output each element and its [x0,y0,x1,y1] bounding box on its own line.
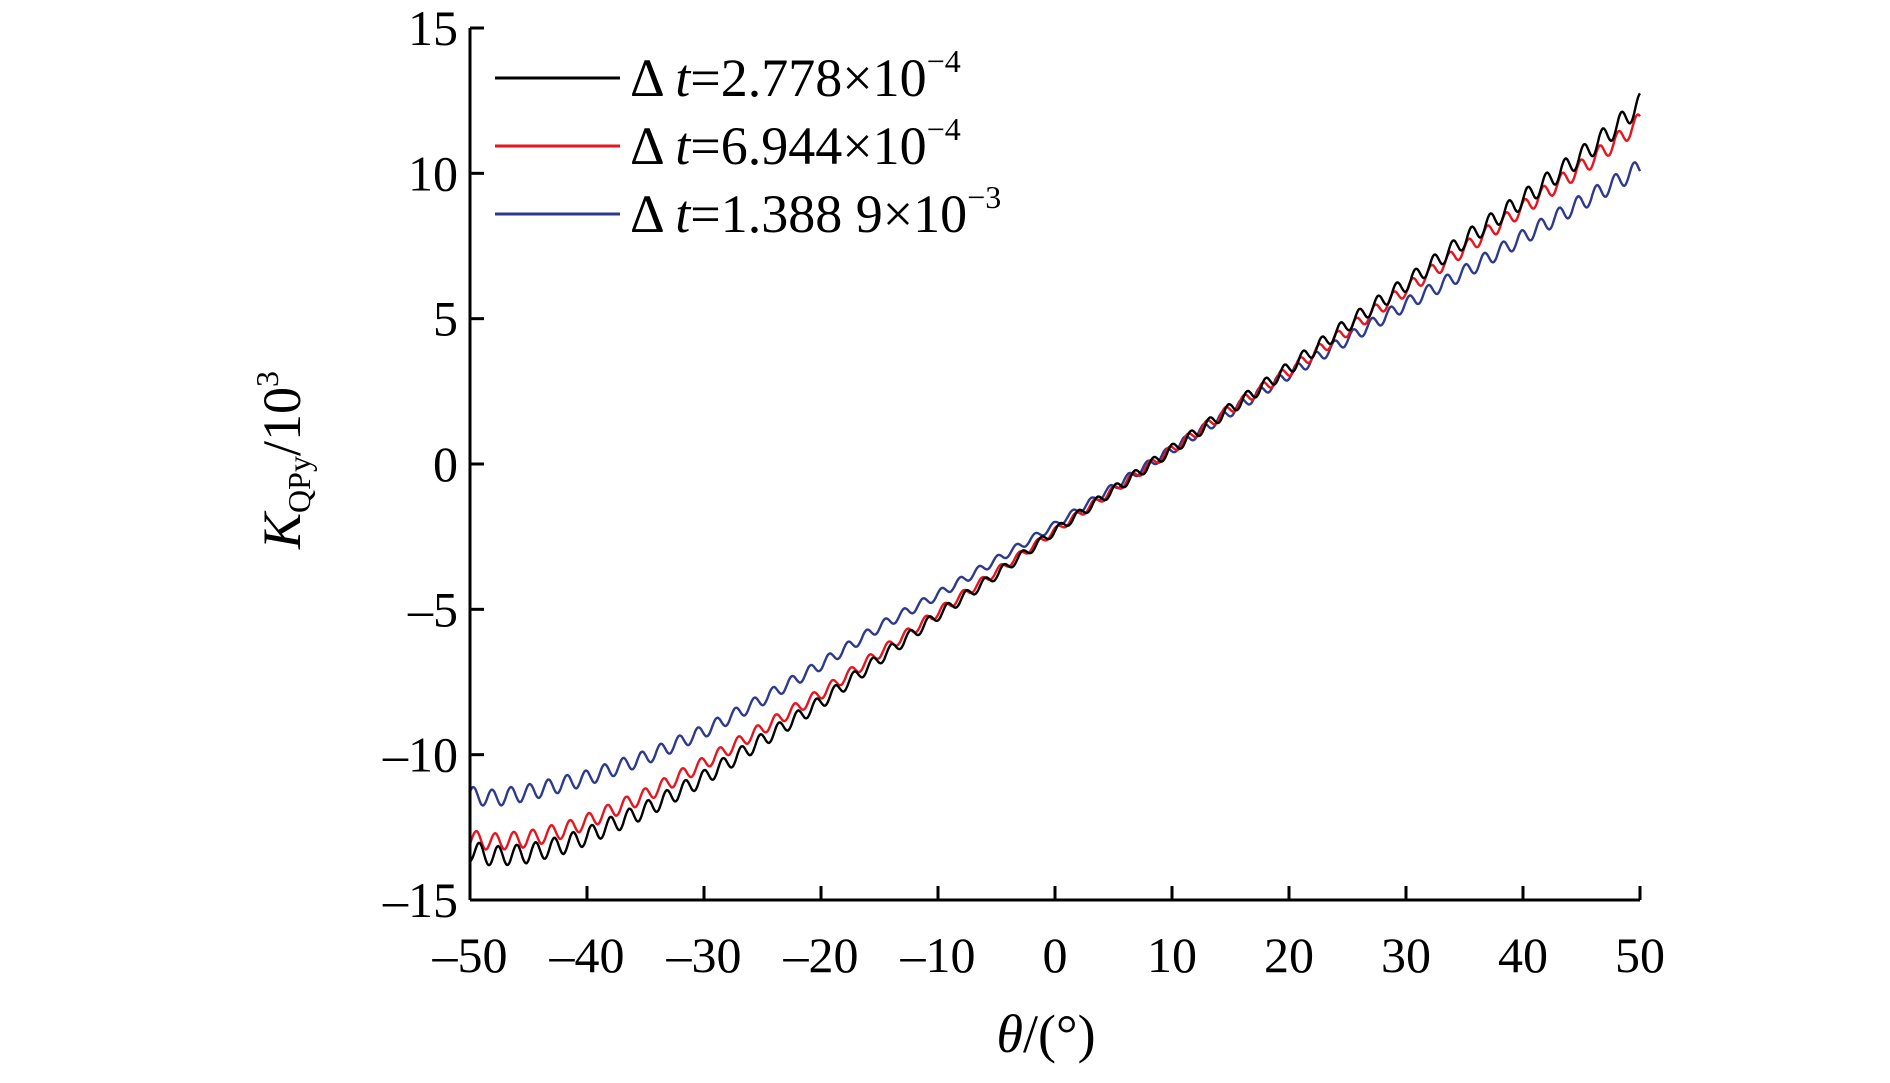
y-tick-label: –5 [407,581,458,637]
axes: –50 –40 –30 –20 –10 0 10 20 30 40 50 –15–10–505101… [382,0,1665,983]
legend-label: Δ t=1.388 9×10−3 [630,179,1001,244]
y-tick-label: 10 [408,145,458,201]
series-line [469,92,1641,867]
series-line [468,161,1642,807]
y-axis-title: KQPy/103 [249,371,317,550]
x-tick-label: –20 [783,927,859,983]
x-tick-label: –30 [666,927,742,983]
x-tick-label: 30 [1381,927,1431,983]
y-ticks: –15 –10 –5 0 5 10 15 [382,0,484,928]
y-tick-label: –10 [382,727,458,783]
x-tick-label: –40 [549,927,625,983]
x-tick-label: 20 [1264,927,1314,983]
y-tick-label: 5 [433,291,458,347]
legend: Δ t=2.778×10−4Δ t=6.944×10−4Δ t=1.388 9×… [495,43,1001,244]
plot-lines [468,92,1642,867]
x-axis-title: θ/(°) [996,1004,1095,1064]
x-tick-label: –50 [432,927,508,983]
x-tick-label: 0 [1043,927,1068,983]
x-ticks: –50 –40 –30 –20 –10 0 10 20 30 40 50 [432,886,1665,983]
x-tick-label: 10 [1147,927,1197,983]
legend-label: Δ t=6.944×10−4 [630,111,961,176]
y-tick-label: 15 [408,0,458,56]
x-tick-label: –10 [900,927,976,983]
y-tick-label: –15 [382,872,458,928]
y-tick-label: 0 [433,436,458,492]
legend-label: Δ t=2.778×10−4 [630,43,961,108]
x-tick-label: 40 [1498,927,1548,983]
x-tick-label: 50 [1615,927,1665,983]
